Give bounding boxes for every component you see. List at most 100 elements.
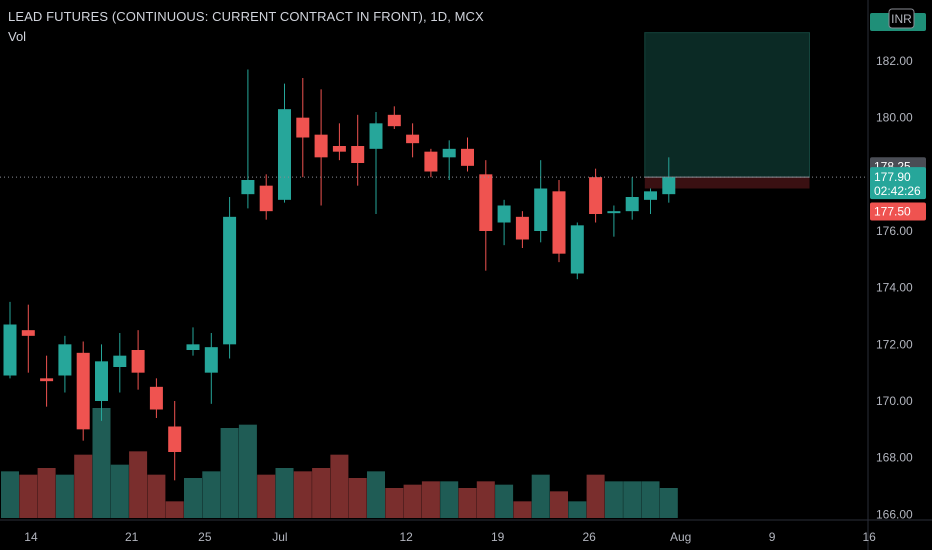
volume-bar xyxy=(330,454,349,518)
candle-body[interactable] xyxy=(259,185,273,212)
time-tick-label: 25 xyxy=(198,530,212,544)
volume-bar xyxy=(19,474,38,518)
volume-bar xyxy=(74,454,93,518)
price-level-badge xyxy=(870,202,926,221)
volume-bar xyxy=(165,501,184,518)
candle-body[interactable] xyxy=(515,216,529,240)
volume-bar xyxy=(257,474,276,518)
candle-body[interactable] xyxy=(461,148,474,166)
candle-body[interactable] xyxy=(387,114,401,127)
price-level-text: 177.50 xyxy=(874,205,911,219)
volume-bar xyxy=(531,474,550,518)
volume-bar xyxy=(238,424,257,518)
time-tick-label: 26 xyxy=(582,530,596,544)
time-tick-label: 21 xyxy=(125,530,139,544)
candle-body[interactable] xyxy=(552,191,566,254)
candle-body[interactable] xyxy=(3,324,17,376)
candle-body[interactable] xyxy=(58,344,72,376)
bar-countdown-text: 02:42:26 xyxy=(874,184,921,198)
volume-bar xyxy=(659,488,678,518)
candle-body[interactable] xyxy=(442,148,456,158)
volume-bar xyxy=(385,488,404,518)
candle-body[interactable] xyxy=(168,426,182,453)
price-tick-label: 176.00 xyxy=(876,224,913,238)
candle-body[interactable] xyxy=(369,123,383,149)
volume-bar xyxy=(1,471,19,518)
volume-bar xyxy=(37,468,56,518)
candle-body[interactable] xyxy=(278,109,291,200)
volume-bar xyxy=(110,464,129,518)
candle-body[interactable] xyxy=(204,347,218,373)
candle-body[interactable] xyxy=(40,378,54,382)
candle-body[interactable] xyxy=(479,174,493,231)
current-price-badge xyxy=(870,167,926,200)
long-position-stop-zone[interactable] xyxy=(644,177,810,189)
price-tick-label: 172.00 xyxy=(876,337,913,351)
volume-indicator-label[interactable]: Vol xyxy=(8,29,27,44)
candle-body[interactable] xyxy=(95,361,108,401)
candle-body[interactable] xyxy=(113,355,127,367)
candle-body[interactable] xyxy=(332,146,346,152)
long-position-target-zone[interactable] xyxy=(644,32,810,178)
time-tick-label: 12 xyxy=(399,530,413,544)
candle-body[interactable] xyxy=(296,117,310,138)
volume-bar xyxy=(293,471,312,518)
volume-bar xyxy=(586,474,605,518)
volume-bar xyxy=(220,428,239,518)
current-price-text: 177.90 xyxy=(874,170,911,184)
currency-label[interactable]: INR xyxy=(891,12,912,26)
candle-body[interactable] xyxy=(607,211,621,214)
price-tick-label: 170.00 xyxy=(876,394,913,408)
candle-body[interactable] xyxy=(570,225,584,274)
volume-bar xyxy=(513,501,532,518)
candle-body[interactable] xyxy=(662,177,676,195)
candle-body[interactable] xyxy=(406,134,420,144)
candle-body[interactable] xyxy=(76,352,90,430)
candle-body[interactable] xyxy=(149,386,163,410)
volume-bar xyxy=(129,451,148,518)
volume-bar xyxy=(312,468,331,518)
candle-body[interactable] xyxy=(497,205,511,223)
candle-body[interactable] xyxy=(589,177,603,214)
volume-bar xyxy=(623,481,642,518)
time-tick-label: 19 xyxy=(491,530,505,544)
candle-body[interactable] xyxy=(351,146,365,163)
time-tick-label: Jul xyxy=(272,530,287,544)
candle-body[interactable] xyxy=(424,151,438,172)
price-tick-label: 168.00 xyxy=(876,451,913,465)
volume-bar xyxy=(495,484,514,518)
volume-bar xyxy=(275,468,294,518)
volume-bar xyxy=(367,471,385,518)
price-tick-label: 180.00 xyxy=(876,111,913,125)
currency-button[interactable] xyxy=(888,8,915,29)
volume-bar xyxy=(421,481,440,518)
volume-bar xyxy=(147,474,166,518)
volume-bar xyxy=(476,481,495,518)
volume-bar xyxy=(348,478,367,518)
time-tick-label: 16 xyxy=(862,530,876,544)
time-tick-label: 14 xyxy=(24,530,38,544)
volume-bar xyxy=(403,484,422,518)
candle-body[interactable] xyxy=(21,330,35,336)
candle-body[interactable] xyxy=(625,197,639,212)
candle-body[interactable] xyxy=(644,191,657,200)
candle-body[interactable] xyxy=(314,134,328,158)
volume-bar xyxy=(202,471,221,518)
time-tick-label: 9 xyxy=(769,530,776,544)
candle-body[interactable] xyxy=(186,344,200,350)
candle-body[interactable] xyxy=(534,188,548,232)
volume-bar xyxy=(568,501,587,518)
candle-body[interactable] xyxy=(223,216,237,345)
symbol-title[interactable]: LEAD FUTURES (CONTINUOUS: CURRENT CONTRA… xyxy=(8,9,484,24)
volume-bar xyxy=(92,408,111,518)
price-tick-label: 174.00 xyxy=(876,281,913,295)
volume-bar xyxy=(550,491,568,518)
volume-bar xyxy=(604,481,623,518)
volume-bar xyxy=(440,481,459,518)
volume-bar xyxy=(641,481,660,518)
candle-body[interactable] xyxy=(131,350,145,373)
volume-bar xyxy=(55,474,74,518)
candle-body[interactable] xyxy=(241,180,255,195)
time-tick-label: Aug xyxy=(670,530,691,544)
